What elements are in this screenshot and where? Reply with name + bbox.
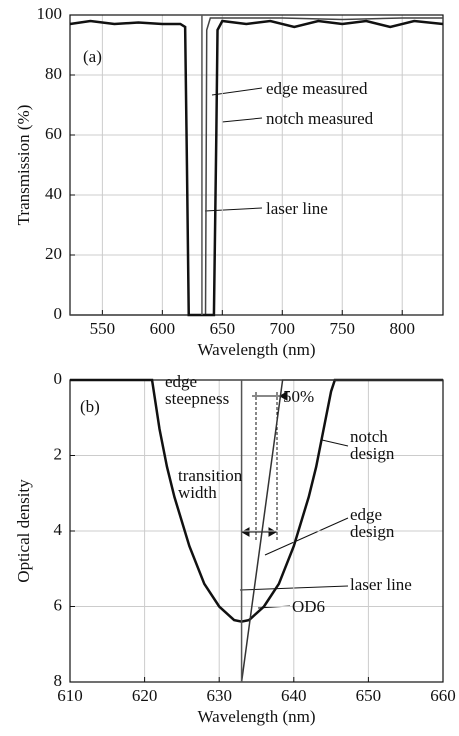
x-axis-label: Wavelength (nm) — [197, 707, 315, 726]
annotation: 50% — [283, 387, 315, 406]
series-label: notch measured — [266, 109, 374, 128]
plot-frame — [69, 14, 444, 316]
line-series — [70, 17, 443, 316]
x-tick-label: 750 — [330, 319, 356, 338]
plot-frame — [69, 379, 444, 683]
x-tick-label: 640 — [281, 686, 307, 705]
series-label: notch design — [350, 427, 395, 463]
leader-line — [211, 87, 263, 96]
series-label: laser line — [350, 575, 412, 594]
series-label: edge measured — [266, 79, 368, 98]
x-tick-label: 610 — [57, 686, 83, 705]
x-tick-label: 800 — [389, 319, 415, 338]
leader-line — [264, 517, 349, 556]
x-tick-label: 700 — [270, 319, 296, 338]
y-tick-label: 6 — [54, 595, 63, 614]
y-tick-label: 60 — [45, 124, 62, 143]
x-tick-label: 660 — [430, 686, 456, 705]
leader-line — [204, 207, 263, 212]
y-tick-label: 80 — [45, 64, 62, 83]
arrowhead — [240, 391, 288, 537]
x-axis-label: Wavelength (nm) — [197, 340, 315, 359]
leader-line — [321, 439, 349, 447]
x-tick-label: 600 — [150, 319, 176, 338]
y-tick-label: 0 — [54, 304, 63, 323]
annotation: OD6 — [292, 597, 326, 616]
annotation: transition width — [178, 466, 243, 502]
y-tick-label: 40 — [45, 184, 62, 203]
annotation: (b) — [80, 397, 100, 416]
y-tick-label: 2 — [54, 444, 63, 463]
y-tick-label: 20 — [45, 244, 62, 263]
annotation: edge steepness — [165, 372, 230, 408]
series-label: laser line — [266, 199, 328, 218]
line-series — [69, 19, 444, 317]
x-tick-label: 550 — [90, 319, 116, 338]
x-tick-label: 650 — [210, 319, 236, 338]
line-series — [240, 379, 443, 683]
y-tick-label: 0 — [54, 369, 63, 388]
leader-line — [221, 117, 263, 123]
x-tick-label: 650 — [356, 686, 382, 705]
y-tick-label: 4 — [54, 520, 63, 539]
y-axis-label: Transmission (%) — [14, 105, 33, 226]
annotation: (a) — [83, 47, 102, 66]
y-tick-label: 100 — [37, 4, 63, 23]
x-tick-label: 620 — [132, 686, 158, 705]
y-tick-label: 8 — [54, 671, 63, 690]
series-label: edge design — [350, 505, 395, 541]
line-series — [70, 378, 443, 623]
x-tick-label: 630 — [206, 686, 232, 705]
y-axis-label: Optical density — [14, 479, 33, 583]
